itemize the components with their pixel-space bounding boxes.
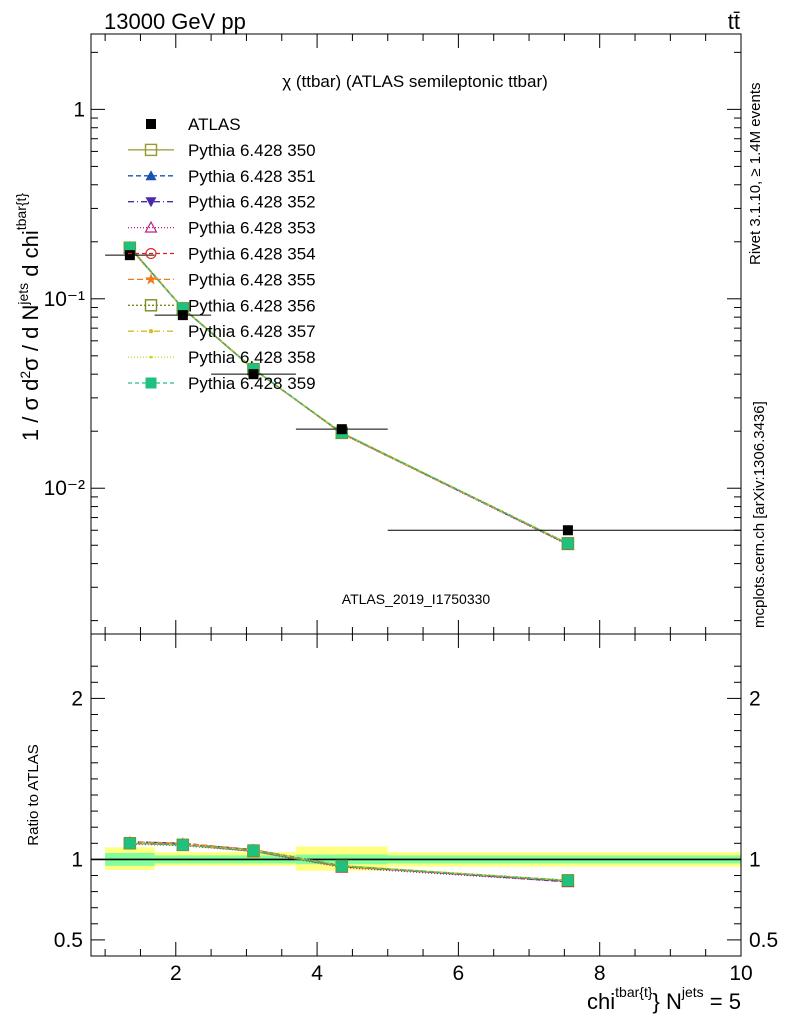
series-line bbox=[129, 246, 569, 545]
series-line bbox=[129, 247, 569, 544]
ratio-series-point bbox=[248, 845, 259, 857]
series-line bbox=[129, 246, 569, 545]
series-line bbox=[129, 246, 569, 545]
y-tick-label: 10⁻² bbox=[44, 477, 85, 500]
legend-marker bbox=[145, 377, 157, 389]
x-tick-label: 2 bbox=[170, 962, 182, 985]
y-tick-label: 2 bbox=[749, 687, 761, 710]
y-tick-label: 10⁻¹ bbox=[44, 288, 85, 311]
ratio-series-point bbox=[124, 837, 136, 849]
legend-entry-label: Pythia 6.428 351 bbox=[188, 167, 316, 186]
data-point bbox=[248, 369, 259, 380]
series-line bbox=[129, 247, 569, 545]
main-y-axis-title: 1 / σ d2σ / d Njets d chitbar{t} bbox=[13, 193, 43, 442]
legend-entry-label: Pythia 6.428 354 bbox=[188, 245, 316, 264]
x-tick-label: 10 bbox=[729, 962, 752, 985]
y-tick-label: 2 bbox=[71, 687, 83, 710]
legend-entry-label: Pythia 6.428 359 bbox=[188, 374, 316, 393]
legend-entry-label: Pythia 6.428 357 bbox=[188, 322, 316, 341]
series-line bbox=[129, 246, 569, 545]
legend-marker bbox=[145, 197, 157, 208]
series-line bbox=[129, 246, 569, 545]
ratio-series-line bbox=[129, 842, 568, 882]
series-point bbox=[177, 302, 189, 314]
y-tick-label: 1 bbox=[749, 848, 761, 871]
ratio-panel: 0.5 0.5 1 1 2 2 2 4 6 8 10 Ratio to ATLAS chitbar… bbox=[25, 633, 778, 1014]
y-tick-label: 1 bbox=[73, 98, 85, 121]
y-tick-label: 1 bbox=[71, 848, 83, 871]
ratio-series-point bbox=[336, 860, 348, 872]
x-tick-label: 4 bbox=[311, 962, 323, 985]
legend-entry-label: Pythia 6.428 352 bbox=[188, 193, 316, 212]
main-title: χ (ttbar) (ATLAS semileptonic ttbar) bbox=[282, 72, 548, 91]
data-point bbox=[562, 525, 573, 536]
atlas-data-points bbox=[105, 250, 741, 536]
legend-marker bbox=[144, 143, 158, 157]
legend-marker bbox=[144, 299, 158, 312]
series-point bbox=[124, 241, 136, 253]
legend-entry-label: Pythia 6.428 355 bbox=[188, 270, 316, 289]
legend-marker bbox=[144, 220, 158, 233]
legend-marker bbox=[146, 119, 156, 129]
data-point bbox=[124, 250, 135, 261]
x-axis-title: chitbar{t}} Njets = 5 bbox=[587, 984, 741, 1014]
mcplots-label: mcplots.cern.ch [arXiv:1306.3436] bbox=[751, 401, 768, 628]
legend-marker bbox=[145, 170, 157, 181]
legend-entry-label: Pythia 6.428 356 bbox=[188, 296, 316, 315]
legend-marker bbox=[149, 355, 153, 359]
series-line bbox=[129, 247, 569, 545]
ratio-frame bbox=[90, 633, 742, 957]
y-tick-label: 0.5 bbox=[749, 929, 778, 952]
legend-marker bbox=[145, 273, 157, 285]
series-line bbox=[129, 247, 569, 545]
series-point bbox=[248, 363, 259, 375]
rivet-label: Rivet 3.1.10, ≥ 1.4M events bbox=[747, 83, 764, 266]
data-point bbox=[177, 310, 188, 321]
process-label: tt̄ bbox=[728, 9, 740, 34]
ratio-uncertainty-bands bbox=[105, 846, 741, 871]
series-line bbox=[129, 247, 569, 546]
data-point bbox=[336, 424, 347, 435]
legend-entry-label: Pythia 6.428 358 bbox=[188, 348, 316, 367]
legend-marker bbox=[148, 329, 154, 334]
watermark: ATLAS_2019_I1750330 bbox=[342, 591, 491, 607]
series-point bbox=[562, 538, 574, 550]
y-tick-label: 0.5 bbox=[54, 929, 83, 952]
energy-label: 13000 GeV pp bbox=[104, 9, 246, 34]
ratio-y-axis-title: Ratio to ATLAS bbox=[25, 744, 42, 845]
legend-entry-label: ATLAS bbox=[188, 115, 241, 134]
legend-marker bbox=[145, 247, 157, 260]
x-tick-label: 8 bbox=[594, 962, 606, 985]
ratio-series-point bbox=[177, 839, 189, 851]
legend: ATLAS Pythia 6.428 350 Pythia 6.428 351 Pyt… bbox=[128, 115, 316, 393]
legend-entry-label: Pythia 6.428 350 bbox=[188, 141, 316, 160]
main-panel: 1 10⁻¹ 10⁻² χ (ttbar) (ATLAS semileptonic … bbox=[13, 33, 742, 635]
x-tick-label: 6 bbox=[453, 962, 465, 985]
legend-entry-label: Pythia 6.428 353 bbox=[188, 219, 316, 238]
ratio-series-point bbox=[562, 875, 574, 887]
